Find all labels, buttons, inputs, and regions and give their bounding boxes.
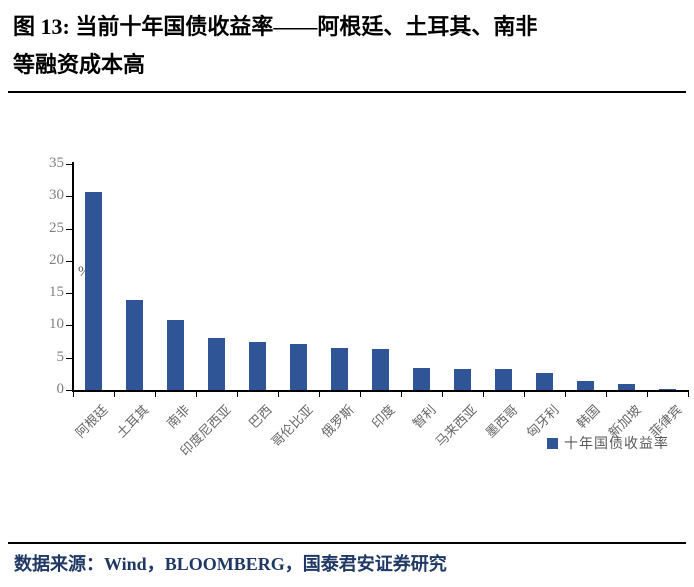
bar-印度 <box>372 349 389 390</box>
bar-哥伦比亚 <box>290 344 307 390</box>
x-tick-mark <box>196 390 197 397</box>
x-tick-mark <box>688 390 689 397</box>
y-axis-tick-label: 35 <box>49 155 64 171</box>
bar-巴西 <box>249 342 266 390</box>
bar-印度尼西亚 <box>208 338 225 390</box>
y-tick-mark <box>66 260 73 262</box>
bar-土耳其 <box>126 300 143 390</box>
legend: 十年国债收益率 <box>547 433 669 453</box>
x-axis-label: 阿根廷 <box>73 402 112 441</box>
y-axis-tick-label: 10 <box>49 316 64 333</box>
x-tick-mark <box>401 390 402 397</box>
bar-匈牙利 <box>536 373 553 390</box>
bar-智利 <box>413 368 430 390</box>
x-tick-mark <box>114 390 115 397</box>
x-axis-label: 土耳其 <box>114 402 153 441</box>
x-tick-mark <box>319 390 320 397</box>
x-axis-label: 墨西哥 <box>483 402 522 441</box>
x-tick-mark <box>442 390 443 397</box>
x-axis-label: 南非 <box>164 402 194 432</box>
y-axis-tick-label: 5 <box>56 348 65 365</box>
y-tick-mark <box>66 325 73 327</box>
x-tick-mark <box>647 390 648 397</box>
y-tick-mark <box>66 196 73 198</box>
y-tick-mark <box>66 357 73 359</box>
x-axis-label: 马来西亚 <box>432 402 481 450</box>
x-tick-mark <box>565 390 566 397</box>
x-axis-label: 印度 <box>369 402 399 432</box>
y-axis-tick-label: 15 <box>49 284 64 301</box>
x-tick-mark <box>278 390 279 397</box>
y-axis-tick-label: 20 <box>49 251 64 268</box>
x-axis-label: 巴西 <box>246 402 276 432</box>
x-tick-mark <box>237 390 238 397</box>
y-tick-mark <box>66 293 73 295</box>
y-tick-mark <box>66 228 73 230</box>
y-tick-mark <box>66 390 73 391</box>
x-axis-label: 哥伦比亚 <box>268 402 317 450</box>
footer-divider-line <box>8 542 686 544</box>
x-axis-line <box>72 390 689 392</box>
legend-marker-square <box>547 437 558 449</box>
bar-南非 <box>167 320 184 390</box>
bar-阿根廷 <box>85 192 102 390</box>
x-tick-mark <box>73 390 74 397</box>
x-axis-label: 智利 <box>410 402 440 432</box>
x-tick-mark <box>155 390 156 397</box>
x-tick-mark <box>360 390 361 397</box>
x-axis-label: 韩国 <box>574 402 604 432</box>
figure-title: 图 13: 当前十年国债收益率——阿根廷、土耳其、南非 等融资成本高 <box>13 8 681 84</box>
x-tick-mark <box>483 390 484 397</box>
y-axis-tick-label: 30 <box>49 187 64 204</box>
x-axis-label: 俄罗斯 <box>319 402 358 441</box>
y-axis-tick-label: 0 <box>56 381 65 397</box>
bar-墨西哥 <box>495 369 512 390</box>
figure-title-line2: 等融资成本高 <box>13 52 146 77</box>
x-tick-mark <box>524 390 525 397</box>
bar-马来西亚 <box>454 369 471 390</box>
data-source-note: 数据来源：Wind，BLOOMBERG，国泰君安证券研究 <box>14 554 447 574</box>
legend-series-label: 十年国债收益率 <box>564 437 669 452</box>
figure-title-line1: 图 13: 当前十年国债收益率——阿根廷、土耳其、南非 <box>13 14 538 39</box>
y-axis-line <box>72 162 74 392</box>
y-tick-mark <box>66 164 73 165</box>
bar-俄罗斯 <box>331 348 348 390</box>
y-axis-tick-label: 25 <box>49 219 64 236</box>
bar-菲律宾 <box>659 389 676 390</box>
bar-韩国 <box>577 381 594 390</box>
title-divider-line <box>8 91 686 93</box>
bar-新加坡 <box>618 384 635 390</box>
x-tick-mark <box>606 390 607 397</box>
